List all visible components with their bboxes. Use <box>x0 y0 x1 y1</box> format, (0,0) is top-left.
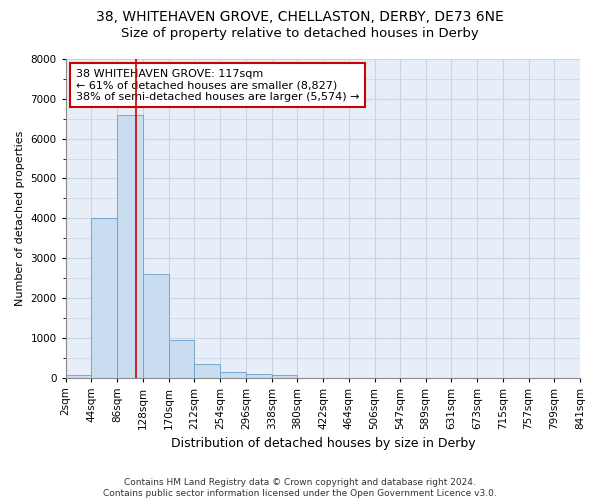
Bar <box>91 218 117 378</box>
Bar <box>117 114 143 378</box>
Bar <box>194 364 220 378</box>
Bar <box>66 375 91 378</box>
Bar <box>246 374 272 378</box>
Bar <box>272 375 298 378</box>
Text: Contains HM Land Registry data © Crown copyright and database right 2024.
Contai: Contains HM Land Registry data © Crown c… <box>103 478 497 498</box>
Text: Size of property relative to detached houses in Derby: Size of property relative to detached ho… <box>121 28 479 40</box>
Y-axis label: Number of detached properties: Number of detached properties <box>15 130 25 306</box>
Bar <box>169 340 194 378</box>
X-axis label: Distribution of detached houses by size in Derby: Distribution of detached houses by size … <box>170 437 475 450</box>
Text: 38 WHITEHAVEN GROVE: 117sqm
← 61% of detached houses are smaller (8,827)
38% of : 38 WHITEHAVEN GROVE: 117sqm ← 61% of det… <box>76 68 359 102</box>
Bar <box>220 372 246 378</box>
Text: 38, WHITEHAVEN GROVE, CHELLASTON, DERBY, DE73 6NE: 38, WHITEHAVEN GROVE, CHELLASTON, DERBY,… <box>96 10 504 24</box>
Bar <box>143 274 169 378</box>
